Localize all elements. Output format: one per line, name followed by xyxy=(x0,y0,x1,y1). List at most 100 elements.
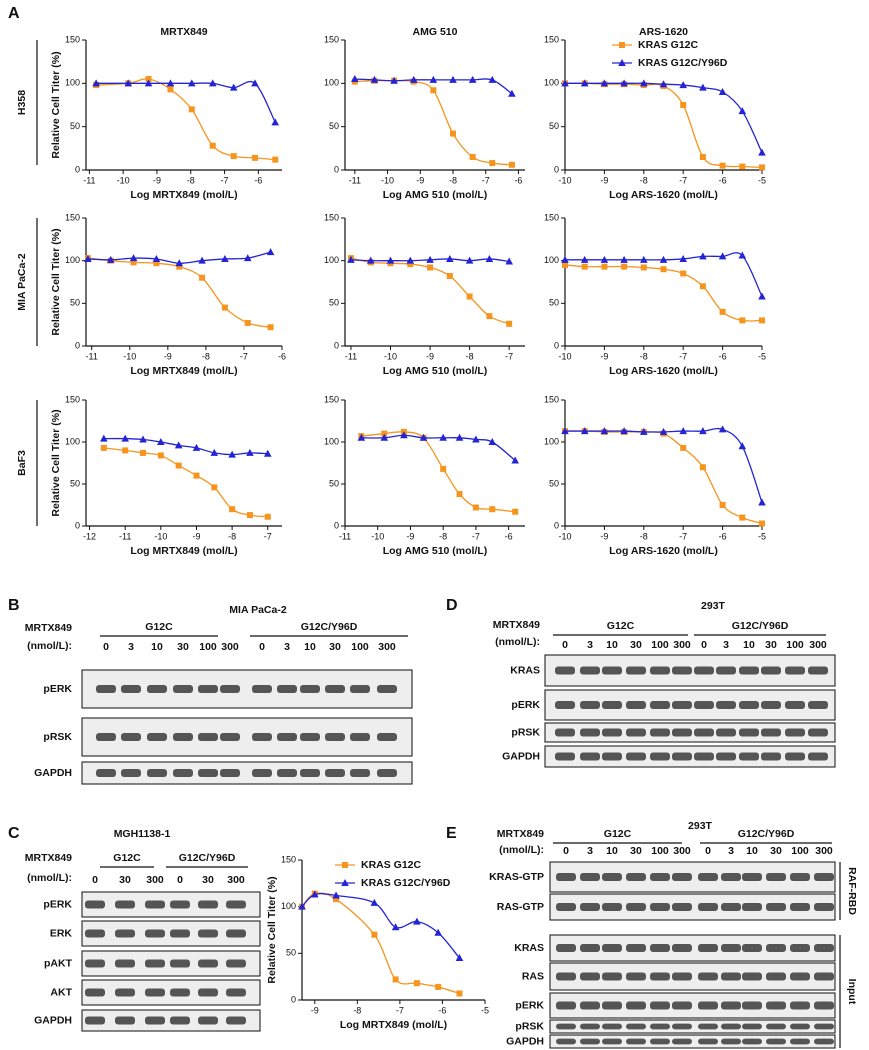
marker xyxy=(221,304,228,311)
row-label: pRSK xyxy=(515,1020,544,1032)
group-label: G12C xyxy=(607,620,635,632)
marker xyxy=(489,506,496,513)
band xyxy=(170,959,190,968)
marker xyxy=(413,917,421,925)
marker xyxy=(100,444,107,451)
lane-label: 10 xyxy=(606,639,618,651)
marker xyxy=(699,83,707,91)
blot-title: MIA PaCa-2 xyxy=(229,604,287,616)
band xyxy=(85,900,105,909)
band xyxy=(96,685,116,693)
band xyxy=(602,701,622,709)
marker xyxy=(486,313,493,320)
panel-label: E xyxy=(446,825,457,842)
band xyxy=(198,1016,218,1025)
x-tick-label: -9 xyxy=(600,175,608,185)
band xyxy=(739,728,759,737)
legend-label: KRAS G12C xyxy=(361,859,422,871)
band xyxy=(808,728,828,737)
band xyxy=(198,900,218,909)
marker xyxy=(419,433,428,441)
band xyxy=(721,944,741,952)
band xyxy=(602,944,622,952)
band xyxy=(602,752,622,761)
band xyxy=(580,1001,600,1010)
marker xyxy=(430,87,437,94)
marker xyxy=(581,263,588,270)
x-tick-label: -7 xyxy=(240,351,248,361)
legend-label: KRAS G12C xyxy=(638,39,699,51)
y-tick-label: 100 xyxy=(324,78,339,88)
row-label: KRAS xyxy=(510,664,540,676)
lane-label: 300 xyxy=(378,641,396,653)
row-label: pERK xyxy=(515,999,544,1011)
band xyxy=(650,944,670,952)
x-tick-label: -7 xyxy=(679,351,687,361)
marker xyxy=(264,513,271,520)
band xyxy=(173,685,193,693)
marker xyxy=(167,86,174,93)
band xyxy=(672,944,692,952)
band xyxy=(766,972,786,981)
band xyxy=(721,972,741,981)
row-label: H358 xyxy=(16,90,28,115)
x-tick-label: -8 xyxy=(353,1005,361,1015)
row-label: pERK xyxy=(43,683,72,695)
marker xyxy=(680,102,687,108)
lane-label: 3 xyxy=(128,641,134,653)
band xyxy=(721,1023,741,1030)
group-label: G12C xyxy=(604,828,632,840)
lane-label: 3 xyxy=(587,845,593,857)
marker xyxy=(380,433,389,441)
y-tick-label: 0 xyxy=(334,520,339,530)
lane-label: 10 xyxy=(746,845,758,857)
marker xyxy=(439,433,447,441)
x-tick-label: -9 xyxy=(600,351,608,361)
lane-label: 10 xyxy=(151,641,163,653)
row-label: GAPDH xyxy=(34,767,72,779)
band xyxy=(252,685,272,693)
band xyxy=(766,1038,786,1045)
marker xyxy=(427,264,434,271)
band xyxy=(626,701,646,709)
band xyxy=(198,769,218,777)
marker xyxy=(485,254,494,262)
y-axis-label: Relative Cell Titer (%) xyxy=(266,876,278,983)
marker xyxy=(508,161,515,168)
band xyxy=(650,701,670,709)
band xyxy=(650,1038,670,1045)
marker xyxy=(440,465,447,472)
marker xyxy=(446,254,454,262)
marker xyxy=(192,443,201,451)
marker xyxy=(175,259,184,267)
marker xyxy=(407,261,414,268)
y-tick-label: 100 xyxy=(544,255,559,265)
y-tick-label: 0 xyxy=(554,520,559,530)
band xyxy=(602,1001,622,1010)
x-tick-label: -7 xyxy=(396,1005,404,1015)
lane-label: 0 xyxy=(177,874,183,886)
marker xyxy=(659,255,668,263)
band xyxy=(761,752,781,761)
band xyxy=(556,1038,576,1045)
marker xyxy=(166,79,175,87)
marker xyxy=(456,990,463,997)
x-tick-label: -5 xyxy=(758,175,766,185)
band xyxy=(325,733,345,741)
lane-label: 30 xyxy=(202,874,214,886)
marker xyxy=(620,255,628,263)
y-tick-label: 100 xyxy=(544,436,559,446)
band xyxy=(626,972,646,981)
marker xyxy=(601,263,608,270)
x-tick-label: -8 xyxy=(202,351,210,361)
x-tick-label: -7 xyxy=(505,351,513,361)
band xyxy=(580,873,600,881)
marker xyxy=(153,260,160,267)
lane-label: 10 xyxy=(304,641,316,653)
band xyxy=(672,1001,692,1010)
lane-label: 0 xyxy=(563,845,569,857)
y-tick-label: 0 xyxy=(75,164,80,174)
band xyxy=(580,972,600,981)
marker xyxy=(263,449,272,457)
